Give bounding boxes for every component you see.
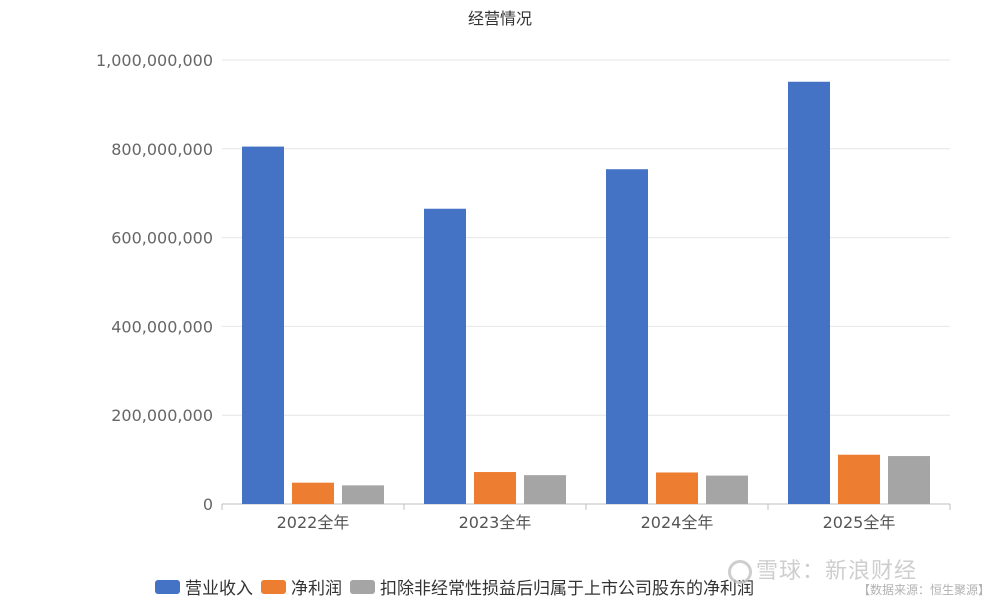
- bar: [706, 475, 748, 504]
- y-tick-label: 800,000,000: [111, 140, 213, 159]
- x-tick-label: 2022全年: [277, 513, 350, 532]
- bar: [888, 456, 930, 504]
- legend-item-deducted-net-profit[interactable]: 扣除非经常性损益后归属于上市公司股东的净利润: [350, 574, 754, 599]
- legend-swatch-revenue: [155, 579, 180, 594]
- x-tick-label: 2025全年: [823, 513, 896, 532]
- legend-item-revenue[interactable]: 营业收入: [155, 574, 253, 599]
- legend-label-revenue: 营业收入: [185, 579, 253, 599]
- y-tick-label: 200,000,000: [111, 406, 213, 425]
- bar: [788, 81, 830, 505]
- y-tick-label: 600,000,000: [111, 229, 213, 248]
- bar: [474, 472, 516, 504]
- bar: [606, 169, 648, 504]
- bar: [292, 482, 334, 504]
- bar: [342, 485, 384, 504]
- bar: [424, 208, 466, 505]
- y-tick-label: 1,000,000,000: [96, 51, 213, 70]
- legend-label-net-profit: 净利润: [291, 579, 342, 599]
- y-tick-label: 0: [203, 495, 213, 514]
- legend-label-deducted-net-profit: 扣除非经常性损益后归属于上市公司股东的净利润: [380, 579, 754, 599]
- data-source-note: 【数据来源：恒生聚源】: [858, 583, 991, 597]
- legend-swatch-net-profit: [261, 579, 286, 594]
- bar: [838, 454, 880, 504]
- legend-swatch-deducted-net-profit: [350, 579, 375, 594]
- legend: 营业收入 净利润 扣除非经常性损益后归属于上市公司股东的净利润: [155, 574, 762, 599]
- bar: [656, 472, 698, 504]
- legend-item-net-profit[interactable]: 净利润: [261, 574, 342, 599]
- snowball-logo-icon: [728, 560, 752, 584]
- watermark-text: 雪球：新浪财经: [756, 559, 918, 584]
- x-tick-label: 2024全年: [641, 513, 714, 532]
- bar: [242, 146, 284, 504]
- y-tick-label: 400,000,000: [111, 317, 213, 336]
- watermark: 雪球：新浪财经: [728, 553, 917, 585]
- x-tick-label: 2023全年: [459, 513, 532, 532]
- bar: [524, 475, 566, 504]
- chart-title: 经营情况: [467, 9, 532, 28]
